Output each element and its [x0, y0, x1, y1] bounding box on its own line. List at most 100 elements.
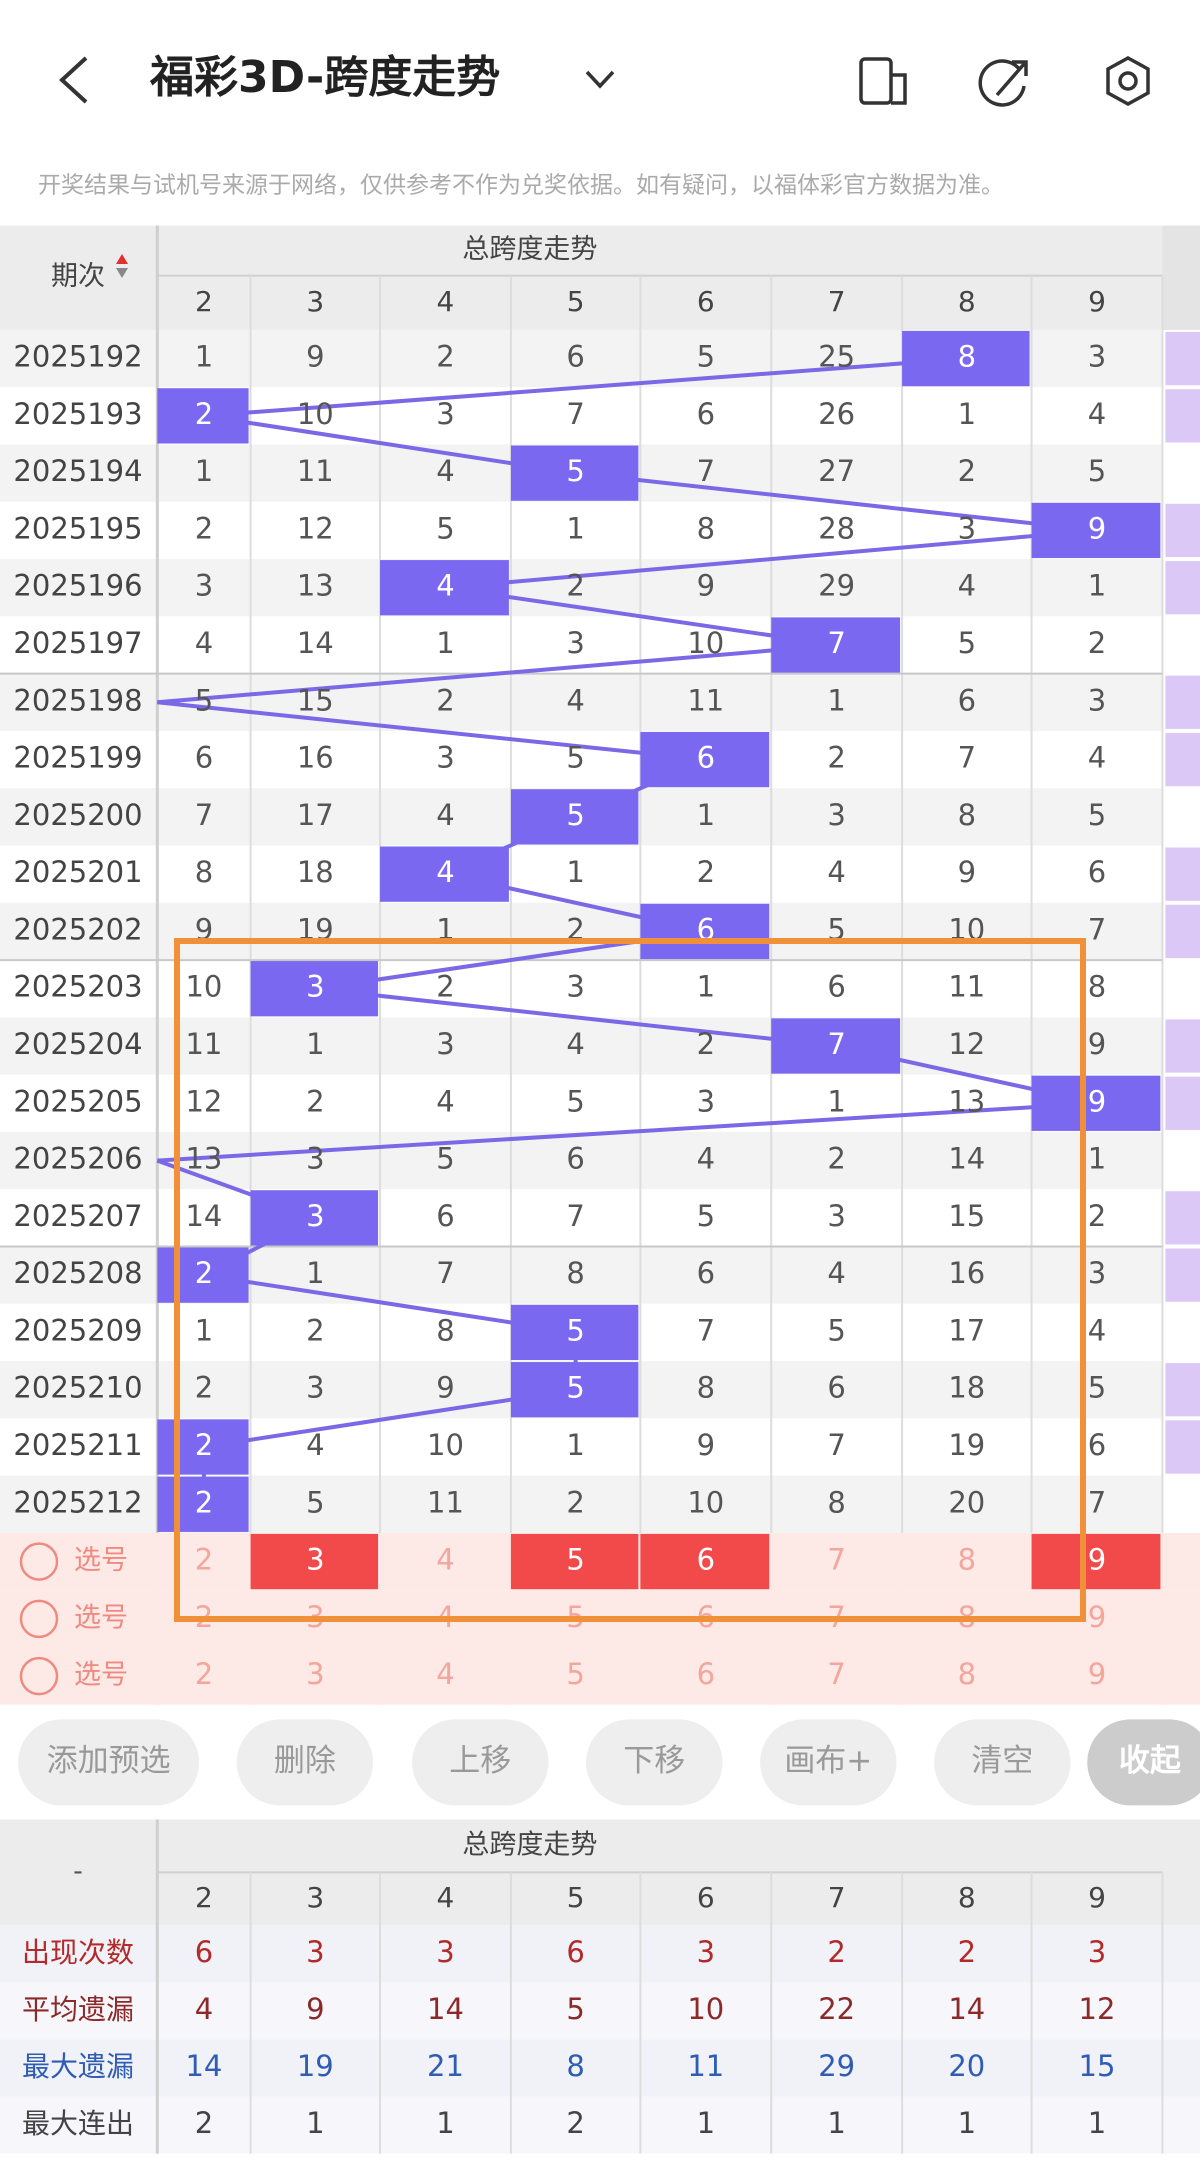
- sort-down[interactable]: [116, 268, 128, 278]
- settings-icon[interactable]: [1106, 56, 1150, 106]
- trend-line: [445, 528, 1098, 590]
- cell-value: 8: [958, 798, 976, 832]
- hit-value: 5: [566, 1313, 584, 1347]
- hit-cell: [640, 903, 770, 960]
- cell-value: 2: [436, 340, 454, 374]
- cell-value: 14: [185, 1199, 222, 1233]
- row-bg: [0, 616, 1163, 674]
- period: 2025200: [13, 798, 142, 832]
- selection-number[interactable]: 9: [1088, 1600, 1106, 1634]
- period: 2025196: [13, 569, 142, 603]
- hit-cell: [510, 1362, 639, 1418]
- cell-value: 12: [185, 1084, 222, 1118]
- button-label[interactable]: 画布+: [784, 1743, 872, 1779]
- stats-label: 最大遗漏: [22, 2050, 134, 2083]
- selection-number[interactable]: 9: [1088, 1657, 1106, 1691]
- back-button[interactable]: [59, 56, 88, 104]
- extra-column-cell: [1165, 1477, 1200, 1531]
- selection-number[interactable]: 8: [958, 1543, 976, 1577]
- stats-value: 1: [1088, 2106, 1106, 2140]
- hit-value: 9: [1088, 511, 1106, 545]
- cell-value: 3: [827, 1199, 845, 1233]
- cell-value: 19: [948, 1428, 985, 1462]
- button-label[interactable]: 上移: [449, 1743, 511, 1779]
- selection-number[interactable]: 7: [827, 1543, 845, 1577]
- extra-column-cell: [1165, 618, 1200, 672]
- period: 2025204: [13, 1027, 142, 1061]
- cell-value: 11: [297, 454, 334, 488]
- selection-number[interactable]: 4: [436, 1657, 454, 1691]
- sort-up[interactable]: [116, 254, 128, 264]
- selection-number[interactable]: 3: [306, 1543, 324, 1577]
- cell-value: 6: [827, 970, 845, 1004]
- hit-cell: [1031, 502, 1161, 559]
- stats-value: 15: [1079, 2049, 1116, 2083]
- row-bg: [0, 673, 1163, 731]
- button[interactable]: [934, 1719, 1071, 1806]
- button[interactable]: [18, 1719, 200, 1806]
- button[interactable]: [760, 1719, 897, 1806]
- button-label[interactable]: 删除: [274, 1743, 336, 1779]
- select-toggle[interactable]: [19, 1542, 59, 1581]
- selection-number[interactable]: 3: [306, 1657, 324, 1691]
- cell-value: 10: [185, 970, 222, 1004]
- stats-value: 14: [427, 1992, 464, 2026]
- title-dropdown[interactable]: [585, 70, 615, 89]
- selection-number[interactable]: 2: [195, 1543, 213, 1577]
- selection-number[interactable]: 9: [1088, 1543, 1106, 1577]
- cell-value: 2: [566, 569, 584, 603]
- button[interactable]: [586, 1719, 723, 1806]
- cell-value: 6: [195, 741, 213, 775]
- cell-value: 3: [697, 1084, 715, 1118]
- column-header: 6: [697, 285, 715, 318]
- period: 2025195: [13, 511, 142, 545]
- cell-value: 11: [687, 683, 724, 717]
- selection-number[interactable]: 2: [195, 1657, 213, 1691]
- stats-corner: -: [73, 1856, 83, 1887]
- period: 2025192: [13, 340, 142, 374]
- select-toggle[interactable]: [19, 1656, 59, 1696]
- stats-value: 6: [566, 1935, 584, 1969]
- button-label[interactable]: 收起: [1119, 1743, 1182, 1779]
- button-label[interactable]: 下移: [623, 1743, 685, 1779]
- button[interactable]: [1087, 1719, 1200, 1806]
- selection-number[interactable]: 6: [697, 1657, 715, 1691]
- layout-icon[interactable]: [859, 57, 907, 105]
- cell-value: 1: [566, 511, 584, 545]
- selection-label: 选号: [74, 1602, 128, 1633]
- cell-value: 18: [948, 1371, 985, 1405]
- select-toggle[interactable]: [19, 1599, 59, 1639]
- selection-number[interactable]: 7: [827, 1657, 845, 1691]
- button-label[interactable]: 添加预选: [47, 1743, 171, 1779]
- trend-line: [575, 471, 1098, 533]
- button-label[interactable]: 清空: [971, 1743, 1033, 1779]
- stats-value: 1: [827, 2106, 845, 2140]
- button[interactable]: [236, 1719, 374, 1806]
- cell-value: 12: [948, 1027, 985, 1061]
- hit-cell: [250, 1190, 379, 1246]
- button[interactable]: [412, 1719, 549, 1806]
- cell-value: 10: [297, 397, 334, 431]
- cell-value: 1: [195, 1313, 213, 1347]
- notice: 开奖结果与试机号来源于网络，仅供参考不作为兑奖依据。如有疑问，以福体彩官方数据为…: [38, 173, 1004, 199]
- cell-value: 20: [948, 1485, 985, 1519]
- stats-label: 平均遗漏: [22, 1993, 134, 2026]
- stats-value: 3: [436, 1935, 454, 1969]
- selection-number[interactable]: 5: [566, 1543, 584, 1577]
- cell-value: 3: [1088, 340, 1106, 374]
- extra-column-cell: [1165, 675, 1200, 729]
- share-icon[interactable]: [978, 59, 1028, 107]
- selection-number[interactable]: 8: [958, 1657, 976, 1691]
- hit-cell: [380, 846, 509, 902]
- stats-row-bg: [0, 1982, 1200, 2040]
- row-bg: [0, 1017, 1163, 1075]
- cell-value: 5: [697, 1199, 715, 1233]
- stats-row-bg: [0, 2039, 1200, 2097]
- selection-number[interactable]: 5: [566, 1657, 584, 1691]
- stats-value: 2: [195, 2106, 213, 2140]
- stats-value: 1: [958, 2106, 976, 2140]
- stats-label: 出现次数: [22, 1936, 134, 1969]
- selection-number[interactable]: 4: [436, 1543, 454, 1577]
- selection-number[interactable]: 6: [697, 1543, 715, 1577]
- stats-value: 3: [697, 1935, 715, 1969]
